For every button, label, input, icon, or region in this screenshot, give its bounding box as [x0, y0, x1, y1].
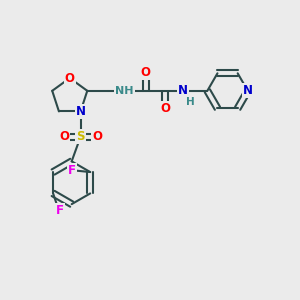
Text: O: O	[92, 130, 102, 143]
Text: F: F	[68, 164, 76, 177]
Text: F: F	[56, 204, 64, 217]
Text: N: N	[178, 84, 188, 97]
Text: S: S	[76, 130, 85, 143]
Text: O: O	[59, 130, 69, 143]
Text: O: O	[141, 67, 151, 80]
Text: N: N	[243, 84, 253, 97]
Text: O: O	[160, 102, 170, 115]
Text: NH: NH	[115, 86, 134, 96]
Text: N: N	[76, 105, 85, 118]
Text: O: O	[65, 72, 75, 85]
Text: H: H	[186, 97, 195, 107]
